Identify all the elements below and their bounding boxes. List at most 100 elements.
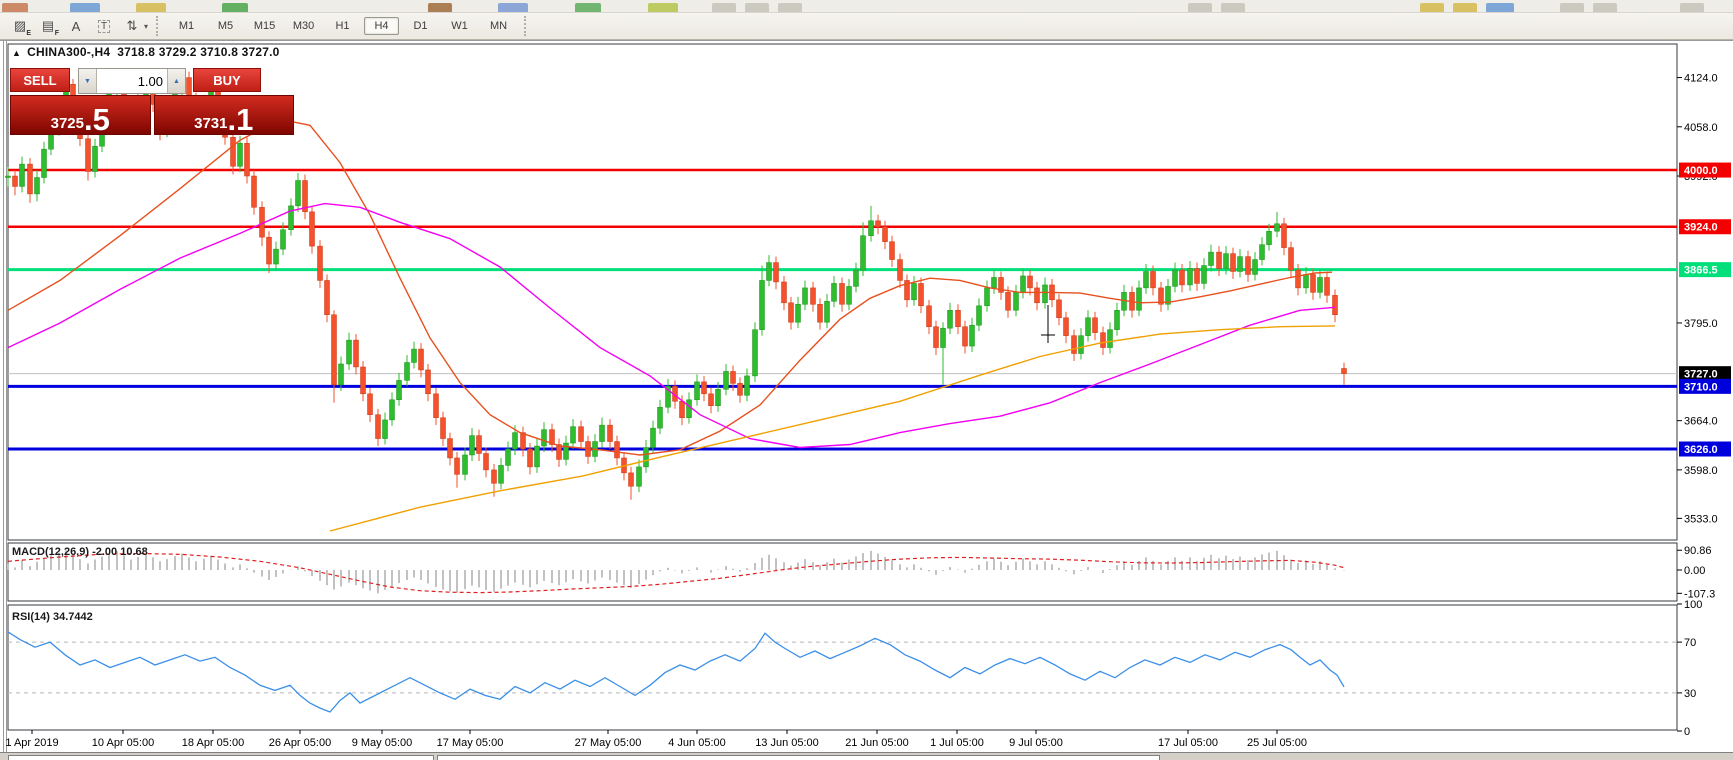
timeframe-button-m15[interactable]: M15 bbox=[253, 20, 276, 32]
candle bbox=[1303, 274, 1309, 289]
arrows-dropdown-caret-icon[interactable]: ▾ bbox=[144, 21, 149, 31]
candle bbox=[476, 435, 482, 454]
candle bbox=[1281, 223, 1287, 248]
candle bbox=[375, 414, 381, 439]
timeframe-button-m30[interactable]: M30 bbox=[292, 20, 315, 32]
candle bbox=[491, 469, 497, 484]
candle bbox=[1341, 368, 1347, 374]
candle bbox=[411, 348, 417, 363]
candle bbox=[578, 426, 584, 442]
time-axis-label: 21 Jun 05:00 bbox=[845, 737, 909, 749]
candle bbox=[839, 283, 845, 305]
candle bbox=[12, 175, 18, 187]
cutoff-toolbar-icon[interactable] bbox=[1593, 3, 1617, 12]
text-icon[interactable]: A bbox=[71, 18, 81, 34]
candle bbox=[1324, 277, 1330, 296]
cutoff-toolbar-icon[interactable] bbox=[648, 3, 678, 12]
cutoff-toolbar-icon[interactable] bbox=[428, 3, 452, 12]
timeframe-button-mn[interactable]: MN bbox=[489, 20, 508, 32]
timeframe-button-m5[interactable]: M5 bbox=[217, 20, 234, 32]
sell-button[interactable]: SELL bbox=[10, 68, 70, 92]
timeframe-button-h4[interactable]: H4 bbox=[364, 17, 400, 35]
price-chart-surface[interactable]: 4124.04058.03992.03795.03664.03598.03533… bbox=[0, 40, 1733, 760]
candle bbox=[541, 429, 547, 447]
candle bbox=[926, 305, 932, 327]
time-axis-label: 26 Apr 05:00 bbox=[269, 737, 331, 749]
cutoff-toolbar-icon[interactable] bbox=[222, 3, 248, 12]
cutoff-toolbar-icon[interactable] bbox=[1486, 3, 1514, 12]
timeframe-button-h1[interactable]: H1 bbox=[335, 20, 350, 32]
volume-decrease-button[interactable]: ▼ bbox=[79, 69, 97, 93]
candle bbox=[1078, 335, 1084, 354]
candle bbox=[338, 363, 344, 386]
buy-button[interactable]: BUY bbox=[193, 68, 261, 92]
cutoff-toolbar-icon[interactable] bbox=[575, 3, 601, 12]
candle bbox=[1165, 286, 1171, 305]
cutoff-toolbar-icon[interactable] bbox=[1221, 3, 1245, 12]
buy-price-main: 3731 bbox=[194, 115, 228, 132]
candle bbox=[614, 441, 620, 459]
cutoff-toolbar-icon[interactable] bbox=[1420, 3, 1444, 12]
candle bbox=[773, 262, 779, 283]
candle bbox=[440, 417, 446, 439]
timeframe-button-m1[interactable]: M1 bbox=[178, 20, 195, 32]
collapse-triangle-icon[interactable]: ▲ bbox=[12, 48, 22, 58]
cutoff-toolbar-icon[interactable] bbox=[498, 3, 528, 12]
candle bbox=[1158, 287, 1164, 305]
cutoff-toolbar-icon[interactable] bbox=[2, 3, 28, 12]
candle bbox=[288, 205, 294, 230]
rsi-scale-label: 0 bbox=[1684, 726, 1690, 738]
candle bbox=[382, 419, 388, 439]
candle bbox=[512, 432, 518, 450]
time-axis-label: 13 Jun 05:00 bbox=[755, 737, 819, 749]
cutoff-toolbar-icon[interactable] bbox=[712, 3, 736, 12]
candle bbox=[875, 220, 881, 227]
cutoff-toolbar-icon[interactable] bbox=[1560, 3, 1584, 12]
time-axis-label: 25 Jul 05:00 bbox=[1247, 737, 1307, 749]
candle bbox=[309, 211, 315, 247]
candle bbox=[817, 304, 823, 323]
candle bbox=[599, 424, 605, 442]
text-label-icon[interactable]: T bbox=[90, 14, 118, 38]
timeframes-group: M1 M5 M15 M30 H1 H4 D1 W1 MN bbox=[167, 17, 518, 35]
price-badge-3866.5 bbox=[1679, 262, 1731, 278]
equidistant-channel-icon[interactable]: ▨ E bbox=[13, 18, 31, 37]
volume-increase-button[interactable]: ▲ bbox=[167, 69, 185, 93]
candle bbox=[1259, 244, 1265, 260]
candle bbox=[918, 283, 924, 307]
candle bbox=[1194, 268, 1200, 284]
cutoff-toolbar-icon[interactable] bbox=[136, 3, 166, 12]
timeframe-button-w1[interactable]: W1 bbox=[451, 20, 468, 32]
fibonacci-icon[interactable]: ▤ F bbox=[41, 18, 59, 37]
timeframe-button-d1[interactable]: D1 bbox=[413, 20, 428, 32]
buy-price-display[interactable]: 3731.1 bbox=[153, 95, 294, 135]
candle bbox=[1150, 271, 1156, 289]
cutoff-toolbar-icon[interactable] bbox=[778, 3, 802, 12]
candle bbox=[505, 448, 511, 466]
cutoff-toolbar-icon[interactable] bbox=[1680, 3, 1704, 12]
cutoff-toolbar-icon[interactable] bbox=[745, 3, 769, 12]
candle bbox=[781, 281, 787, 304]
sell-price-display[interactable]: 3725.5 bbox=[10, 95, 151, 135]
candle bbox=[795, 304, 801, 323]
volume-input[interactable] bbox=[97, 69, 167, 93]
toolbar-grip-2[interactable] bbox=[524, 16, 531, 36]
arrows-icon[interactable]: ⇅ bbox=[126, 18, 138, 33]
candle bbox=[831, 283, 837, 302]
cutoff-toolbar-icon[interactable] bbox=[70, 3, 100, 12]
candle bbox=[273, 248, 279, 265]
chart-window[interactable]: 4124.04058.03992.03795.03664.03598.03533… bbox=[0, 40, 1733, 760]
candle bbox=[346, 339, 352, 365]
candle bbox=[976, 305, 982, 326]
cutoff-toolbar-icon[interactable] bbox=[1453, 3, 1477, 12]
candle bbox=[889, 241, 895, 260]
candle bbox=[1179, 269, 1185, 286]
candle bbox=[317, 245, 323, 281]
tiled-window-box bbox=[8, 755, 434, 760]
candle bbox=[998, 277, 1004, 293]
candle bbox=[389, 399, 395, 421]
rsi-scale-label: 70 bbox=[1684, 637, 1696, 649]
cutoff-toolbar-icon[interactable] bbox=[1188, 3, 1212, 12]
toolbar-grip[interactable] bbox=[156, 16, 163, 36]
candle bbox=[418, 348, 424, 371]
